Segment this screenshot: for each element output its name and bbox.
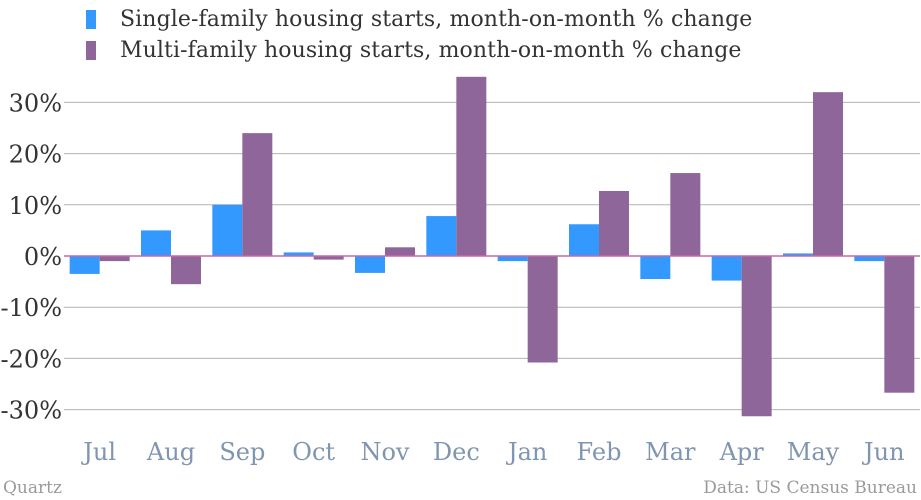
y-tick-label: -20%	[1, 345, 62, 373]
x-tick-label-apr: Apr	[719, 438, 765, 466]
x-tick-label-nov: Nov	[360, 438, 409, 466]
bar-single-family-mar	[640, 256, 671, 280]
bar-single-family-jun	[854, 256, 885, 262]
bar-single-family-nov	[355, 256, 385, 273]
x-tick-label-may: May	[787, 438, 840, 466]
y-tick-label: -30%	[1, 397, 62, 425]
bar-multi-family-nov	[385, 247, 415, 256]
y-axis-tick-labels: -30% -20% -10% 0% 10% 20% 30%	[1, 89, 62, 424]
x-tick-label-jan: Jan	[505, 438, 547, 466]
bar-multi-family-dec	[456, 76, 487, 256]
bar-single-family-jul	[69, 256, 100, 274]
bar-multi-family-aug	[171, 256, 201, 285]
bar-multi-family-may	[813, 92, 843, 256]
y-tick-label: -10%	[1, 294, 62, 322]
x-tick-label-dec: Dec	[433, 438, 480, 466]
bars	[69, 76, 915, 417]
legend-item-multi-family: Multi-family housing starts, month-on-mo…	[86, 35, 752, 66]
bar-multi-family-oct	[313, 256, 344, 260]
bar-multi-family-apr	[741, 256, 772, 417]
bar-single-family-may	[783, 253, 813, 256]
y-tick-label: 0%	[24, 243, 62, 271]
bar-single-family-sep	[212, 204, 243, 256]
x-tick-label-sep: Sep	[219, 438, 265, 466]
grid-lines	[64, 101, 920, 411]
legend-label-multi-family: Multi-family housing starts, month-on-mo…	[120, 38, 742, 63]
y-tick-label: 10%	[9, 192, 62, 220]
bar-multi-family-jun	[884, 256, 915, 393]
bar-single-family-dec	[426, 216, 457, 256]
x-tick-label-jul: Jul	[80, 438, 116, 466]
legend-swatch-single-family	[86, 10, 96, 29]
bar-single-family-aug	[141, 230, 171, 256]
legend-swatch-multi-family	[86, 41, 96, 60]
x-tick-label-jun: Jun	[861, 438, 905, 466]
x-tick-label-aug: Aug	[146, 438, 195, 466]
bar-single-family-apr	[711, 256, 742, 281]
legend: Single-family housing starts, month-on-m…	[86, 4, 752, 66]
y-tick-label: 20%	[9, 141, 62, 169]
bar-multi-family-jan	[527, 256, 558, 363]
x-tick-label-oct: Oct	[292, 438, 335, 466]
y-tick-label: 30%	[9, 89, 62, 117]
brand-label: Quartz	[3, 478, 62, 498]
bar-multi-family-jul	[99, 256, 130, 262]
bar-single-family-jan	[497, 256, 528, 262]
bar-single-family-feb	[569, 224, 599, 256]
x-axis-tick-labels: Jul Aug Sep Oct Nov Dec Jan Feb Mar Apr May Jun	[80, 438, 904, 466]
bar-single-family-oct	[283, 252, 314, 256]
x-tick-label-mar: Mar	[645, 438, 696, 466]
bar-multi-family-sep	[242, 133, 273, 256]
bar-multi-family-feb	[599, 190, 629, 256]
legend-label-single-family: Single-family housing starts, month-on-m…	[120, 7, 753, 32]
bar-multi-family-mar	[670, 173, 701, 256]
legend-item-single-family: Single-family housing starts, month-on-m…	[86, 4, 752, 35]
x-tick-label-feb: Feb	[577, 438, 622, 466]
source-label: Data: US Census Bureau	[703, 478, 917, 498]
